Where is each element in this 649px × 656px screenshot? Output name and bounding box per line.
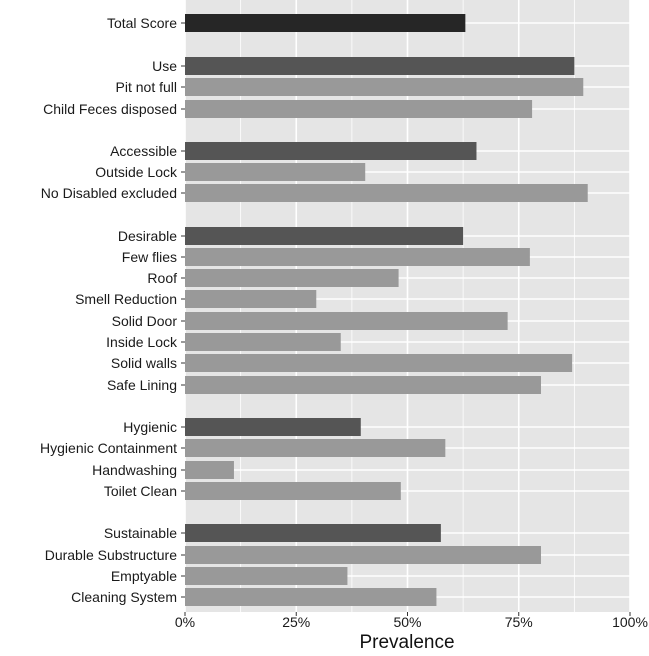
category-label: Accessible	[110, 143, 177, 159]
bars	[185, 14, 588, 606]
category-label: Few flies	[122, 249, 177, 265]
bar-child-feces-disposed	[185, 100, 533, 118]
bar-hygienic-containment	[185, 439, 446, 457]
bar-emptyable	[185, 567, 348, 585]
bar-total-score	[185, 14, 466, 32]
bar-desirable	[185, 227, 464, 245]
category-label: Child Feces disposed	[43, 101, 177, 117]
bar-pit-not-full	[185, 78, 584, 96]
category-label: Safe Lining	[107, 377, 177, 393]
category-label: Smell Reduction	[75, 291, 177, 307]
category-label: Total Score	[107, 15, 177, 31]
bar-hygienic	[185, 418, 361, 436]
x-tick-label: 75%	[505, 614, 533, 630]
bar-smell-reduction	[185, 290, 317, 308]
bar-inside-lock	[185, 333, 341, 351]
bar-no-disabled-excluded	[185, 184, 588, 202]
bar-sustainable	[185, 524, 441, 542]
category-label: Use	[152, 58, 177, 74]
x-axis-ticks: 0% 25% 50% 75% 100%	[175, 612, 648, 630]
category-label: Sustainable	[104, 525, 177, 541]
category-label: Outside Lock	[95, 164, 178, 180]
x-tick-label: 50%	[393, 614, 421, 630]
x-axis-title: Prevalence	[359, 632, 454, 653]
category-label: Solid walls	[111, 355, 177, 371]
bar-toilet-clean	[185, 482, 401, 500]
x-tick-label: 25%	[282, 614, 310, 630]
category-label: Durable Substructure	[45, 547, 178, 563]
bar-cleaning-system	[185, 588, 437, 606]
category-label: Cleaning System	[71, 589, 177, 605]
category-label: No Disabled excluded	[41, 185, 177, 201]
bar-solid-door	[185, 312, 508, 330]
category-label: Hygienic	[123, 419, 177, 435]
bar-accessible	[185, 142, 477, 160]
category-label: Toilet Clean	[104, 483, 177, 499]
bar-use	[185, 57, 575, 75]
bar-safe-lining	[185, 376, 541, 394]
category-label: Solid Door	[112, 313, 178, 329]
bar-solid-walls	[185, 354, 573, 372]
category-label: Pit not full	[116, 79, 177, 95]
bar-handwashing	[185, 461, 234, 479]
category-label: Handwashing	[92, 462, 177, 478]
category-label: Desirable	[118, 228, 177, 244]
x-tick-label: 100%	[612, 614, 648, 630]
bar-outside-lock	[185, 163, 366, 181]
x-tick-label: 0%	[175, 614, 195, 630]
category-label: Hygienic Containment	[40, 440, 177, 456]
category-label: Inside Lock	[106, 334, 178, 350]
category-labels: Total Score Use Pit not full Child Feces di…	[40, 15, 185, 605]
bar-durable-substructure	[185, 546, 541, 564]
category-label: Emptyable	[111, 568, 177, 584]
bar-roof	[185, 269, 399, 287]
bar-few-flies	[185, 248, 530, 266]
category-label: Roof	[147, 270, 177, 286]
